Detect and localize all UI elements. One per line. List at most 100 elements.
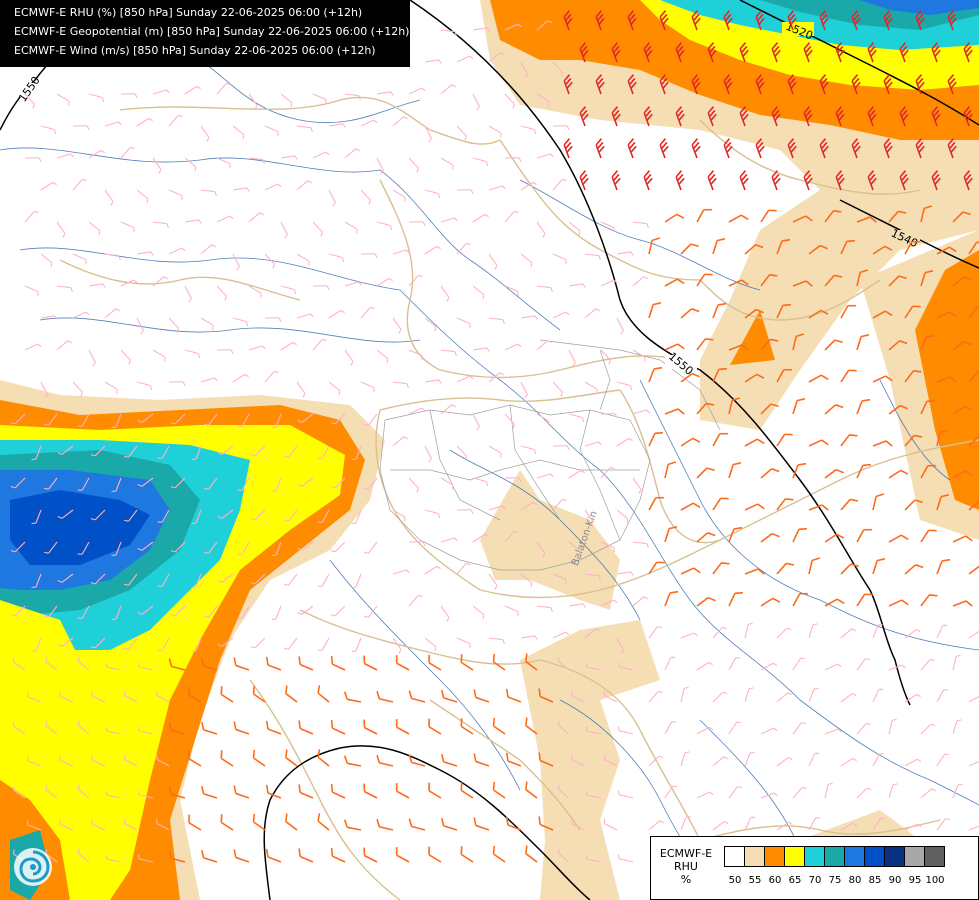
- wind-barb: [250, 445, 266, 457]
- wind-barb: [152, 157, 162, 174]
- wind-barb: [872, 310, 893, 319]
- wind-barb: [456, 317, 471, 328]
- wind-barb: [538, 816, 554, 831]
- wind-barb: [104, 381, 118, 394]
- wind-barb: [472, 533, 489, 543]
- wind-barb: [803, 170, 813, 191]
- wind-barb: [488, 505, 506, 511]
- wind-barb: [616, 509, 629, 524]
- wind-barb: [835, 170, 845, 191]
- wind-barb: [867, 42, 877, 63]
- wind-barb: [808, 309, 829, 319]
- wind-barb: [328, 253, 344, 263]
- wind-barb: [252, 813, 266, 831]
- wind-barb: [123, 819, 138, 831]
- wind-barb: [728, 344, 749, 351]
- wind-barb: [728, 526, 743, 543]
- wind-barb: [285, 685, 298, 703]
- wind-barb: [395, 847, 410, 863]
- wind-barb: [936, 246, 957, 255]
- wind-barb: [191, 573, 202, 589]
- wind-barb: [664, 278, 685, 287]
- wind-barb: [664, 590, 679, 607]
- legend-swatch: [864, 846, 885, 867]
- wind-barb: [840, 628, 856, 639]
- wind-barb: [12, 721, 26, 735]
- wind-barb: [12, 657, 26, 671]
- wind-barb: [364, 541, 378, 554]
- wind-barb: [424, 59, 442, 64]
- wind-barb: [504, 413, 516, 429]
- wind-barb: [611, 170, 621, 191]
- wind-barb: [24, 210, 39, 223]
- wind-barb: [330, 605, 346, 617]
- wind-barb: [952, 719, 962, 735]
- wind-barb: [200, 377, 218, 383]
- wind-barb: [808, 374, 829, 383]
- wind-barb: [265, 720, 282, 735]
- wind-barb: [899, 170, 909, 191]
- wind-barb: [728, 214, 749, 223]
- wind-barb: [520, 253, 533, 268]
- wind-barb: [237, 541, 250, 555]
- wind-barb: [492, 653, 506, 671]
- wind-barb: [392, 381, 409, 389]
- wind-barb: [888, 275, 907, 287]
- wind-barb: [296, 125, 313, 133]
- wind-barb: [888, 534, 909, 543]
- wind-barb: [24, 285, 39, 296]
- wind-barb: [915, 138, 925, 159]
- wind-barb: [696, 273, 713, 287]
- wind-barb: [200, 125, 210, 142]
- wind-barb: [488, 253, 498, 270]
- wind-barb: [680, 308, 700, 319]
- wind-barb: [440, 605, 450, 622]
- wind-barb: [776, 627, 792, 639]
- wind-barb: [424, 637, 437, 652]
- wind-barb: [664, 408, 685, 415]
- wind-barb: [792, 333, 805, 351]
- wind-barb: [232, 125, 245, 140]
- wind-barb: [603, 755, 618, 767]
- wind-barb: [77, 477, 90, 491]
- wind-barb: [424, 189, 440, 199]
- wind-barb: [424, 245, 441, 255]
- wind-barb: [600, 221, 615, 232]
- wind-barb: [363, 719, 378, 735]
- wind-barb: [968, 824, 979, 831]
- legend-ticks: 50 55 60 65 70 75 80 85 90 95 100: [725, 875, 979, 889]
- wind-barb: [616, 317, 624, 335]
- wind-barb: [168, 850, 186, 863]
- wind-barb: [330, 719, 346, 735]
- wind-barb: [77, 605, 90, 619]
- wind-barb: [488, 125, 502, 138]
- wind-barb: [26, 692, 42, 703]
- wind-barb: [45, 657, 58, 671]
- wind-barb: [408, 407, 426, 415]
- wind-barb: [408, 221, 426, 226]
- wind-barb: [632, 276, 648, 287]
- wind-barb: [298, 784, 314, 799]
- wind-barb: [552, 573, 567, 584]
- wind-barb: [124, 509, 138, 522]
- wind-barb: [712, 626, 727, 639]
- wind-barb: [280, 341, 297, 351]
- wind-barb: [600, 349, 612, 365]
- wind-barb: [280, 155, 298, 160]
- wind-barb: [317, 445, 330, 459]
- wind-barb: [408, 541, 426, 546]
- wind-barb: [723, 138, 733, 159]
- wind-barb: [57, 509, 74, 519]
- wind-barb: [152, 349, 166, 362]
- wind-barb: [952, 535, 973, 543]
- wind-barb: [920, 658, 935, 671]
- wind-barb: [936, 376, 957, 383]
- wind-barb: [617, 854, 634, 863]
- wind-barb: [840, 304, 856, 319]
- wind-barb: [707, 42, 717, 63]
- wind-barb: [696, 726, 714, 735]
- wind-barb: [808, 752, 820, 767]
- wind-barb: [584, 573, 601, 581]
- wind-barb: [104, 121, 122, 127]
- wind-barb: [520, 573, 533, 588]
